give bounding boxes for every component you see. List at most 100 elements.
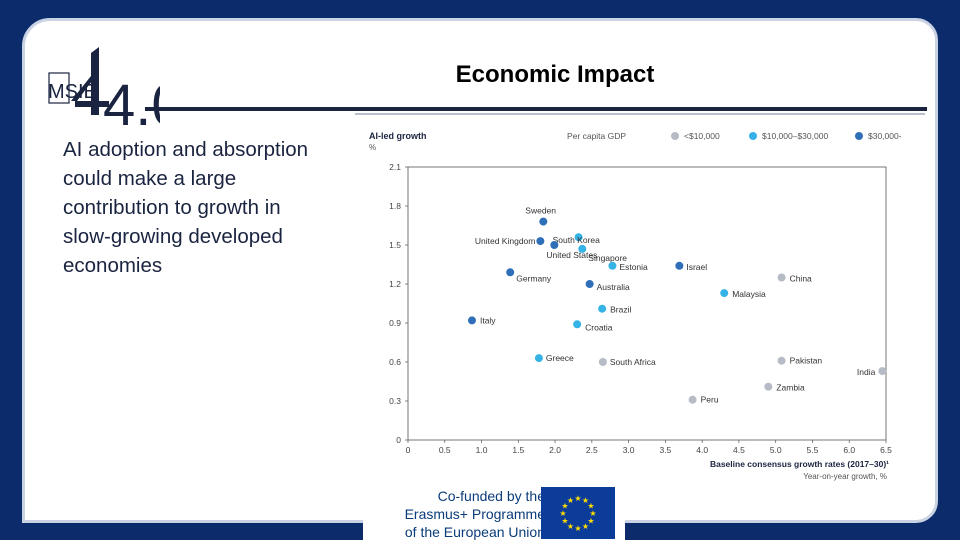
title-divider-shadow [355, 113, 925, 115]
x-axis-sublabel: Year-on-year growth, % [803, 472, 887, 481]
eu-star: ★ [561, 517, 568, 526]
eu-star: ★ [567, 496, 574, 505]
data-point [608, 261, 617, 270]
point-label: India [857, 367, 876, 377]
point-label: Brazil [610, 305, 631, 315]
legend-label: $10,000–$30,000 [762, 131, 828, 141]
data-point [720, 289, 729, 298]
y-tick-label: 2.1 [389, 162, 401, 172]
point-label: United States [546, 250, 597, 260]
eu-star: ★ [582, 522, 589, 531]
data-point [777, 356, 786, 365]
data-point [506, 268, 515, 277]
data-point [550, 241, 559, 249]
cofund-line-1: Co-funded by the [437, 488, 545, 504]
point-label: South Korea [553, 235, 601, 245]
eu-star: ★ [587, 517, 594, 526]
plot-area [407, 166, 887, 441]
x-tick-label: 1.5 [512, 445, 524, 455]
point-label: Malaysia [732, 289, 766, 299]
data-point [573, 320, 582, 329]
data-point [598, 304, 607, 313]
y-axis-label: AI-led growth [369, 131, 427, 141]
cofund-line-3: of the European Union [404, 524, 545, 540]
data-point [578, 244, 587, 253]
legend-marker [855, 132, 863, 140]
cofund-line-2: Erasmus+ Programme [404, 506, 545, 522]
x-axis-label: Baseline consensus growth rates (2017–30… [710, 459, 889, 469]
eu-star: ★ [582, 496, 589, 505]
legend-marker [749, 132, 757, 140]
point-label: United Kingdom [475, 236, 535, 246]
data-point [467, 316, 476, 325]
y-tick-label: 1.5 [389, 240, 401, 250]
slide-canvas: MSIE 4.0 Economic Impact AI adoption and… [22, 18, 938, 540]
x-tick-label: 2.5 [586, 445, 598, 455]
point-label: China [790, 274, 812, 284]
point-label: Greece [546, 353, 574, 363]
y-tick-label: 1.2 [389, 279, 401, 289]
eu-star: ★ [574, 494, 581, 503]
cofund-banner: Co-funded by the Erasmus+ Programme of t… [363, 483, 625, 540]
legend-title: Per capita GDP [567, 131, 626, 141]
logo-text-right: 4.0 [103, 73, 160, 133]
eu-flag-icon: ★★★★★★★★★ ★ ★★ [541, 487, 615, 539]
slide-title: Economic Impact [455, 61, 655, 88]
legend-marker [671, 132, 679, 140]
x-tick-label: 0.5 [439, 445, 451, 455]
y-axis-unit: % [369, 143, 376, 152]
x-tick-label: 6.0 [843, 445, 855, 455]
point-label: Peru [701, 395, 719, 405]
msie-logo: MSIE 4.0 [48, 47, 160, 133]
point-label: South Africa [610, 357, 656, 367]
legend-label: <$10,000 [684, 131, 720, 141]
data-point [574, 233, 583, 242]
cofund-text: Co-funded by the Erasmus+ Programme of t… [375, 487, 545, 540]
data-point [585, 280, 594, 288]
data-point [777, 273, 786, 282]
data-point [536, 237, 545, 246]
y-tick-label: 1.8 [389, 201, 401, 211]
legend: <$10,000 $10,000–$30,000 $30,000+ [671, 131, 901, 141]
bullet-text: AI adoption and absorption could make a … [63, 138, 309, 277]
eu-star: ★ [589, 509, 596, 518]
eu-star: ★ [574, 524, 581, 533]
x-tick-label: 3.5 [659, 445, 671, 455]
data-point [598, 358, 607, 366]
point-label: Croatia [585, 322, 613, 332]
eu-star: ★ [567, 522, 574, 531]
axes: 0 0.5 1.0 1.5 2.0 2.5 3.0 3.5 4.0 4.5 5.0 5.5 6.0 6.5… [389, 162, 892, 455]
point-label: Singapore [588, 253, 627, 263]
point-label: Italy [480, 315, 496, 325]
point-label: Israel [686, 262, 707, 272]
eu-star: ★ [561, 502, 568, 511]
x-tick-label: 4.0 [696, 445, 708, 455]
x-tick-label: 5.0 [770, 445, 782, 455]
point-label: Estonia [619, 262, 648, 272]
point-label: Pakistan [790, 356, 823, 366]
eu-star: ★ [587, 502, 594, 511]
legend-label: $30,000+ [868, 131, 901, 141]
eu-star: ★ [559, 509, 566, 518]
x-tick-label: 2.0 [549, 445, 561, 455]
data-point [675, 261, 684, 270]
x-tick-label: 6.5 [880, 445, 892, 455]
data-point [764, 382, 773, 391]
point-label: Sweden [525, 206, 556, 216]
data-point [539, 217, 548, 226]
x-tick-label: 4.5 [733, 445, 745, 455]
point-label: Zambia [776, 383, 805, 393]
scatter-chart: AI-led growth % Per capita GDP <$10,000 $… [369, 131, 901, 481]
title-divider [145, 107, 927, 111]
x-tick-label: 5.5 [807, 445, 819, 455]
point-label: Australia [597, 282, 630, 292]
y-tick-label: 0.6 [389, 357, 401, 367]
x-tick-label: 0 [406, 445, 411, 455]
y-tick-label: 0 [396, 435, 401, 445]
y-tick-label: 0.3 [389, 396, 401, 406]
y-tick-label: 0.9 [389, 318, 401, 328]
data-points: Sweden South Korea United Kingdom United St… [467, 206, 887, 405]
data-point [688, 395, 697, 404]
data-point [534, 354, 543, 363]
data-point [878, 367, 887, 376]
